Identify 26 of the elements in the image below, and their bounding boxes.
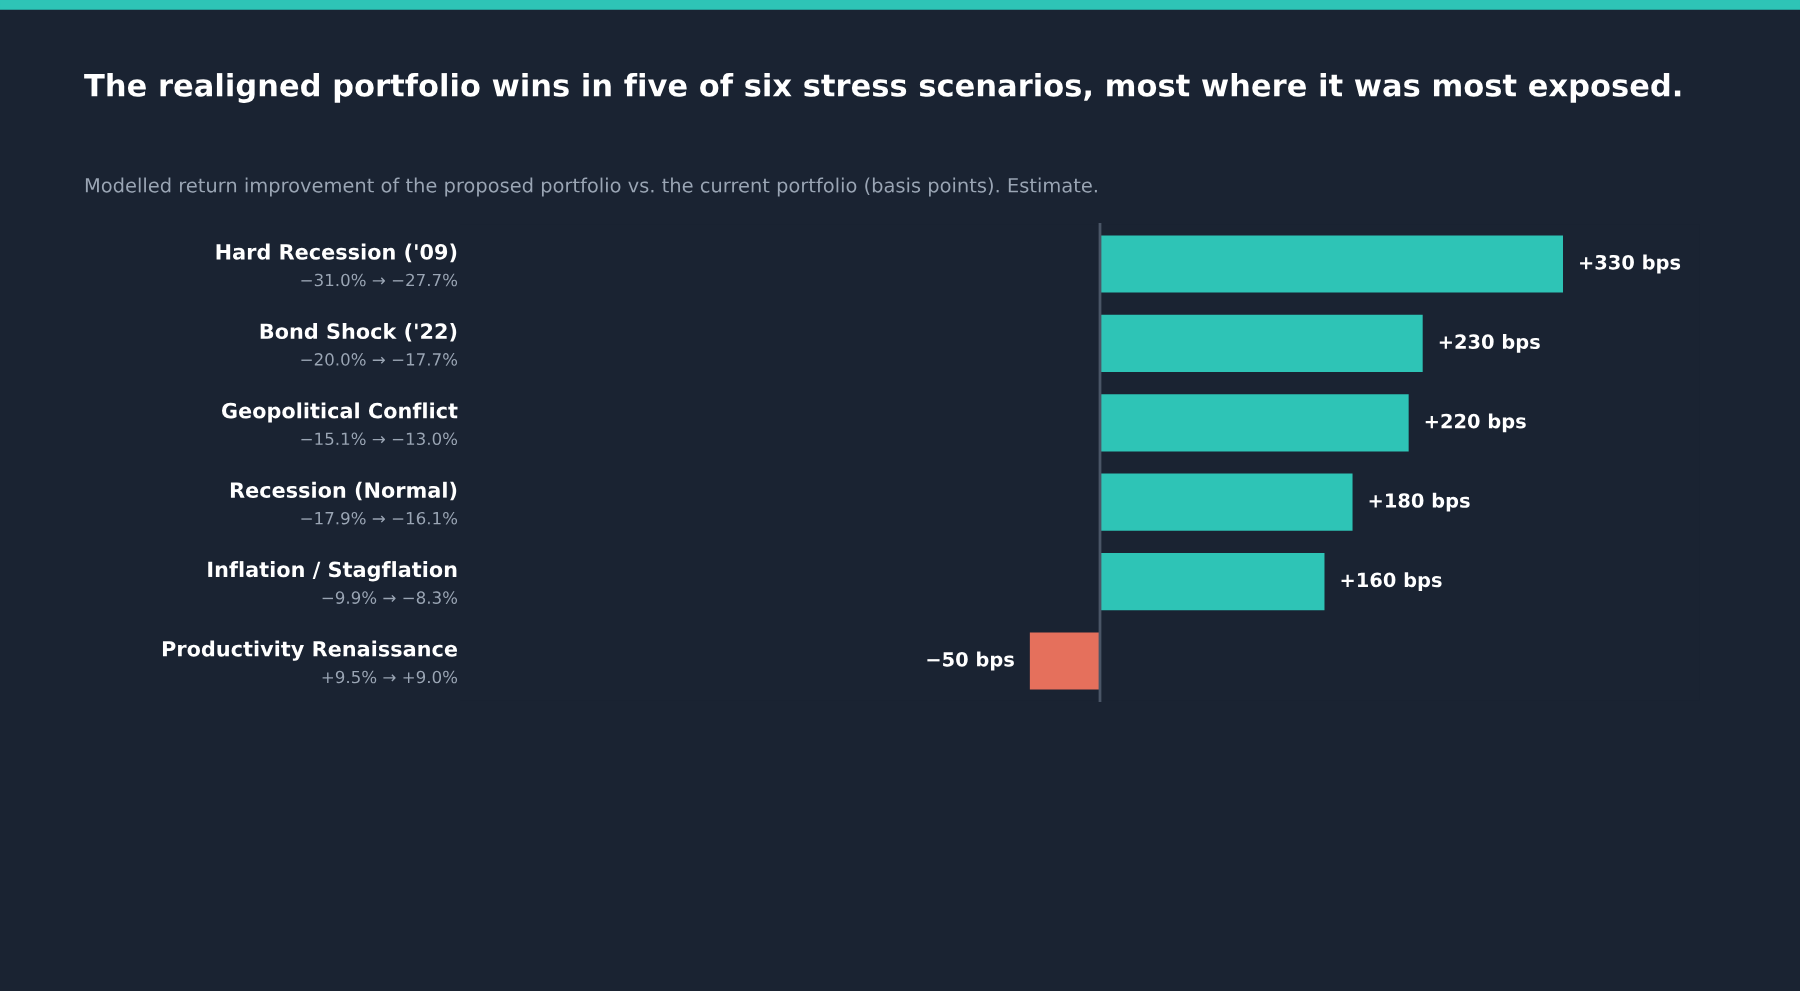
bar (1100, 553, 1325, 611)
y-tick-label: Productivity Renaissance (162, 640, 457, 661)
data-label: +160 bps (1341, 572, 1442, 592)
y-tick-label: Bond Shock ('22) (260, 323, 457, 342)
text: −15.1% → −13.0% (301, 432, 458, 446)
text: −20.0% → −17.7% (301, 353, 458, 366)
data-label: +230 bps (1439, 333, 1540, 353)
data-label: +220 bps (1425, 413, 1526, 433)
y-tick-label: Recession (Normal) (230, 481, 457, 501)
y-tick-label: Hard Recession ('09) (216, 243, 457, 263)
data-label: +180 bps (1369, 492, 1470, 512)
chart-title: The realigned portfolio wins in five of six stress scenarios, most where it was most exposed. (84, 73, 1681, 103)
text: +9.5% → +9.0% (322, 670, 458, 684)
bar (1100, 473, 1353, 531)
bar (1029, 632, 1100, 690)
bar (1100, 314, 1423, 372)
y-tick-label: Geopolitical Conflict (221, 402, 458, 423)
text: −17.9% → −16.1% (301, 511, 458, 525)
data-label: +330 bps (1580, 254, 1681, 274)
bar (1100, 394, 1409, 452)
y-tick-label: Inflation / Stagflation (208, 561, 457, 582)
text: −9.9% → −8.3% (322, 591, 458, 604)
bar (1100, 235, 1563, 293)
data-label: −50 bps (927, 651, 1014, 671)
text: Modelled return improvement of the proposed portfolio vs. the current portfolio (basis points). Estimate. (85, 177, 1097, 197)
text: −31.0% → −27.7% (301, 273, 458, 287)
